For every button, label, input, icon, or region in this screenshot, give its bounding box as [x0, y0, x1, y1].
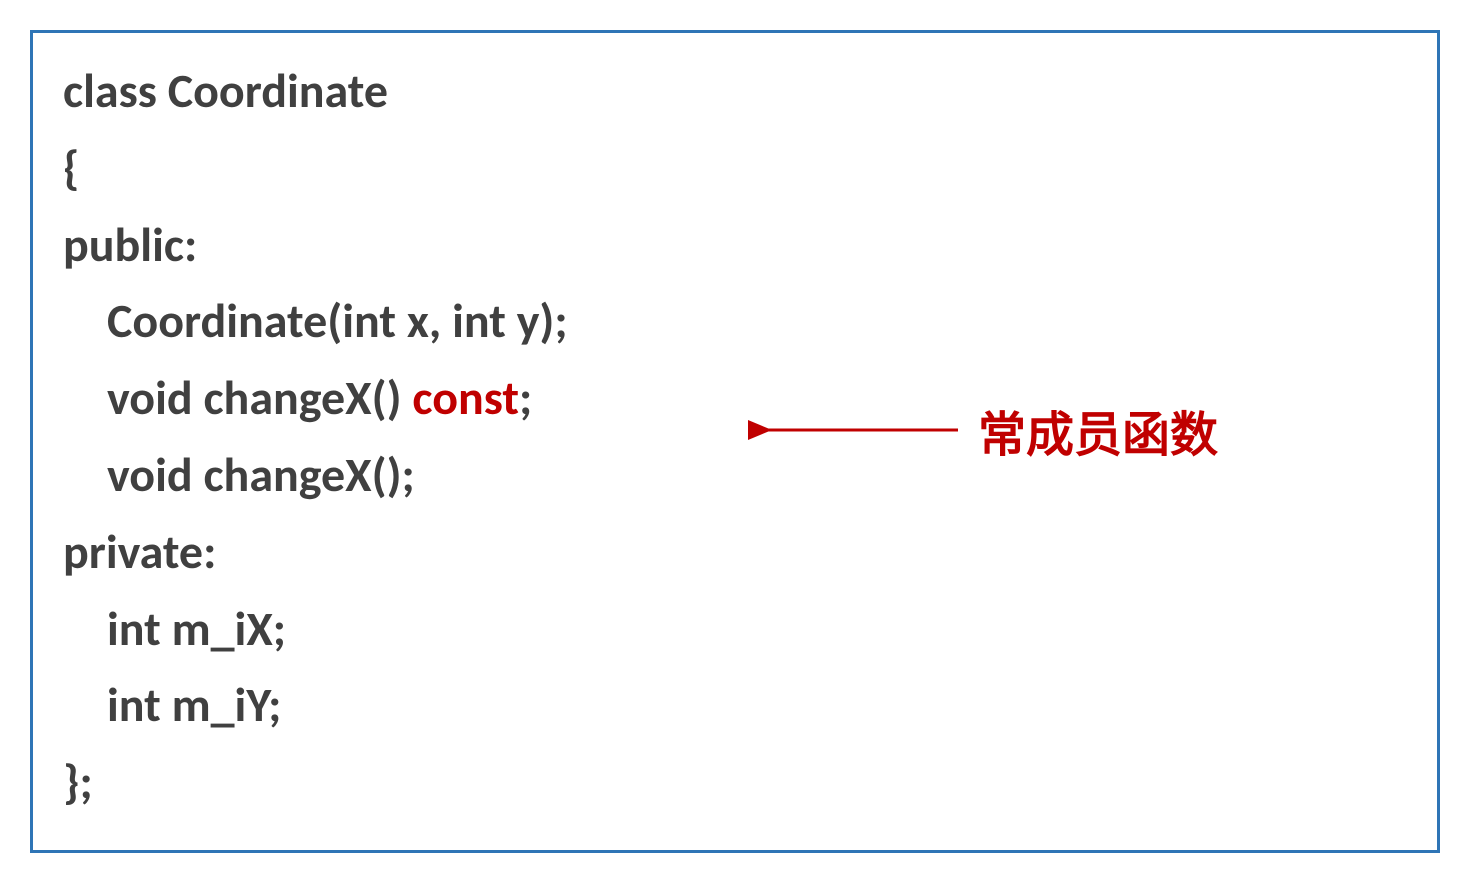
code-line-close-brace: }; [63, 744, 1407, 821]
code-line-class-decl: class Coordinate [63, 53, 1407, 130]
code-line-open-brace: { [63, 130, 1407, 207]
code-line-public: public: [63, 207, 1407, 284]
code-line-constructor: Coordinate(int x, int y); [63, 283, 1407, 360]
const-method-suffix: ; [519, 368, 532, 427]
code-line-member-y: int m_iY; [63, 667, 1407, 744]
arrow-icon [748, 410, 968, 450]
code-line-private: private: [63, 514, 1407, 591]
annotation: 常成员函数 [748, 400, 1218, 460]
const-keyword: const [412, 368, 519, 427]
annotation-label: 常成员函数 [978, 395, 1218, 465]
code-box: class Coordinate { public: Coordinate(in… [30, 30, 1440, 853]
code-line-member-x: int m_iX; [63, 591, 1407, 668]
const-method-prefix: void changeX() [107, 368, 412, 427]
